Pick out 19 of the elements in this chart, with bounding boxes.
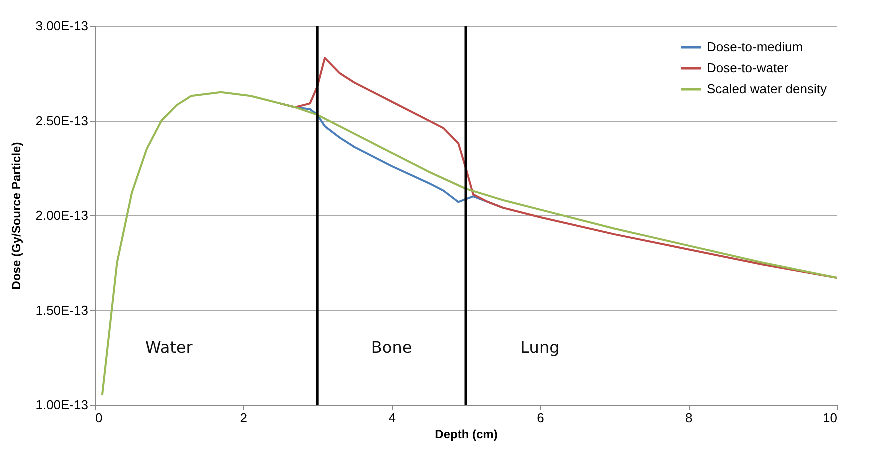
annotation: Water	[146, 338, 194, 357]
legend-label: Dose-to-medium	[707, 40, 804, 54]
y-tick-label: 1.00E-13	[36, 398, 88, 412]
y-axis-title: Dose (Gy/Source Particle)	[10, 142, 24, 290]
annotation: Bone	[371, 338, 412, 357]
annotation: Lung	[520, 338, 560, 357]
x-tick-label: 4	[388, 410, 396, 426]
x-tick-label: 10	[823, 410, 838, 426]
y-tick-label: 2.00E-13	[36, 208, 88, 223]
legend-label: Dose-to-water	[707, 60, 790, 76]
x-tick-label: 6	[537, 410, 544, 426]
legend-label: Scaled water density	[707, 82, 828, 96]
x-tick-label: 0	[96, 410, 103, 426]
x-axis-title: Depth (cm)	[435, 428, 498, 442]
y-tick-label: 3.00E-13	[36, 18, 88, 34]
y-tick-label: 2.50E-13	[36, 113, 88, 128]
y-tick-label: 1.50E-13	[36, 302, 88, 318]
x-tick-label: 8	[685, 410, 693, 426]
x-tick-label: 2	[240, 410, 248, 426]
